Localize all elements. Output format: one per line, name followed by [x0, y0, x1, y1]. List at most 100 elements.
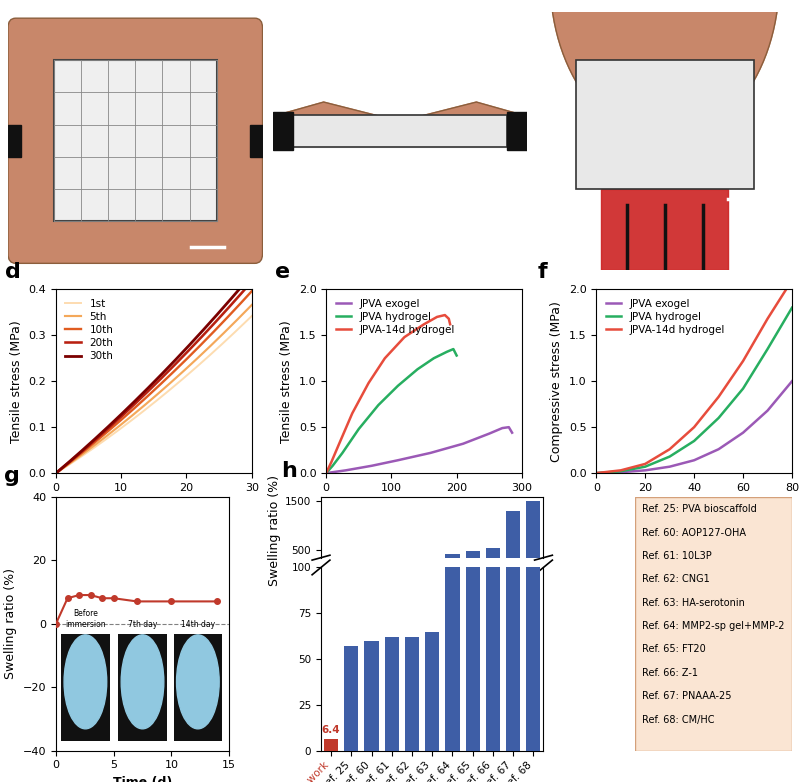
30th: [168, 358, 178, 368]
X-axis label: Time (d): Time (d): [113, 776, 172, 782]
JPVA exogel: [504, 422, 514, 432]
JPVA-14d hydrogel: [400, 332, 410, 342]
JPVA hydrogel: [374, 400, 383, 410]
10th: [229, 307, 238, 316]
JPVA-14d hydrogel: [364, 378, 374, 388]
JPVA-14d hydrogel: [665, 444, 674, 454]
20th: [229, 298, 238, 307]
Bar: [344, 646, 358, 751]
Legend: JPVA exogel, JPVA hydrogel, JPVA-14d hydrogel: JPVA exogel, JPVA hydrogel, JPVA-14d hyd…: [602, 295, 729, 339]
JPVA-14d hydrogel: [440, 310, 450, 320]
JPVA-14d hydrogel: [432, 312, 442, 321]
X-axis label: Strain (%): Strain (%): [118, 498, 190, 511]
Bar: [405, 572, 419, 575]
Bar: [446, 554, 459, 575]
Text: Ref. 65: FT20: Ref. 65: FT20: [642, 644, 706, 655]
JPVA-14d hydrogel: [787, 275, 797, 285]
Polygon shape: [8, 124, 21, 157]
1st: [247, 311, 257, 321]
Bar: [425, 632, 439, 751]
Line: 20th: 20th: [56, 282, 252, 473]
5th: [51, 468, 61, 478]
JPVA hydrogel: [738, 384, 748, 393]
10th: [171, 365, 181, 375]
Bar: [446, 0, 459, 751]
Bar: [344, 572, 358, 575]
Y-axis label: Swelling ratio (%): Swelling ratio (%): [4, 569, 18, 679]
30th: [51, 468, 61, 478]
JPVA-14d hydrogel: [446, 320, 455, 329]
10th: [247, 286, 257, 296]
30th: [167, 359, 177, 368]
Text: 7th day: 7th day: [128, 619, 157, 629]
5th: [52, 468, 62, 477]
JPVA-14d hydrogel: [419, 320, 429, 329]
Text: Ref. 68: CM/HC: Ref. 68: CM/HC: [642, 715, 714, 725]
Text: a: a: [0, 0, 13, 2]
30th: [52, 468, 62, 477]
1st: [51, 468, 61, 478]
JPVA-14d hydrogel: [334, 439, 344, 448]
JPVA-14d hydrogel: [690, 422, 699, 432]
Bar: [324, 739, 338, 751]
JPVA exogel: [426, 448, 435, 457]
JPVA exogel: [485, 429, 494, 438]
Legend: 1st, 5th, 10th, 20th, 30th: 1st, 5th, 10th, 20th, 30th: [62, 295, 118, 365]
Polygon shape: [507, 112, 527, 150]
Line: 30th: 30th: [56, 274, 252, 473]
10th: [52, 468, 62, 477]
Text: b: b: [262, 0, 278, 2]
Legend: JPVA exogel, JPVA hydrogel, JPVA-14d hydrogel: JPVA exogel, JPVA hydrogel, JPVA-14d hyd…: [331, 295, 459, 339]
JPVA-14d hydrogel: [738, 357, 748, 366]
20th: [51, 468, 61, 478]
Text: 14th day: 14th day: [181, 619, 215, 629]
JPVA exogel: [341, 465, 350, 475]
JPVA exogel: [690, 456, 699, 465]
Text: c: c: [527, 0, 541, 2]
JPVA hydrogel: [354, 425, 363, 434]
Text: 6.4: 6.4: [322, 725, 341, 735]
Y-axis label: Swelling ratio (%): Swelling ratio (%): [268, 475, 281, 586]
JPVA hydrogel: [452, 351, 462, 361]
JPVA hydrogel: [328, 461, 338, 471]
Bar: [425, 572, 439, 575]
Text: Ref. 60: AOP127-OHA: Ref. 60: AOP127-OHA: [642, 528, 746, 537]
Bar: [466, 0, 480, 751]
Polygon shape: [273, 112, 293, 150]
Polygon shape: [601, 189, 728, 270]
JPVA exogel: [738, 428, 748, 437]
5th: [167, 377, 177, 386]
1st: [167, 383, 177, 393]
Bar: [526, 0, 541, 751]
Line: JPVA hydrogel: JPVA hydrogel: [596, 307, 792, 473]
JPVA hydrogel: [338, 448, 347, 457]
Text: Ref. 67: PNAAA-25: Ref. 67: PNAAA-25: [642, 691, 731, 701]
JPVA-14d hydrogel: [616, 465, 626, 475]
20th: [247, 277, 257, 286]
JPVA hydrogel: [413, 364, 422, 374]
JPVA exogel: [393, 456, 402, 465]
Text: Ref. 62: CNG1: Ref. 62: CNG1: [642, 574, 710, 584]
5th: [247, 300, 257, 310]
JPVA exogel: [616, 468, 626, 477]
5th: [171, 373, 181, 382]
Bar: [526, 501, 541, 575]
Bar: [385, 572, 399, 575]
Text: d: d: [5, 262, 21, 282]
20th: [168, 362, 178, 371]
JPVA-14d hydrogel: [714, 392, 723, 401]
JPVA-14d hydrogel: [591, 468, 601, 478]
Line: 5th: 5th: [56, 305, 252, 473]
Bar: [506, 0, 520, 751]
10th: [168, 368, 178, 378]
20th: [52, 468, 62, 477]
JPVA exogel: [762, 406, 772, 415]
JPVA hydrogel: [714, 413, 723, 422]
Bar: [506, 511, 520, 575]
Bar: [365, 640, 378, 751]
Bar: [576, 60, 754, 189]
Text: e: e: [275, 262, 290, 282]
JPVA exogel: [665, 462, 674, 472]
Bar: [365, 572, 378, 575]
1st: [229, 328, 238, 338]
